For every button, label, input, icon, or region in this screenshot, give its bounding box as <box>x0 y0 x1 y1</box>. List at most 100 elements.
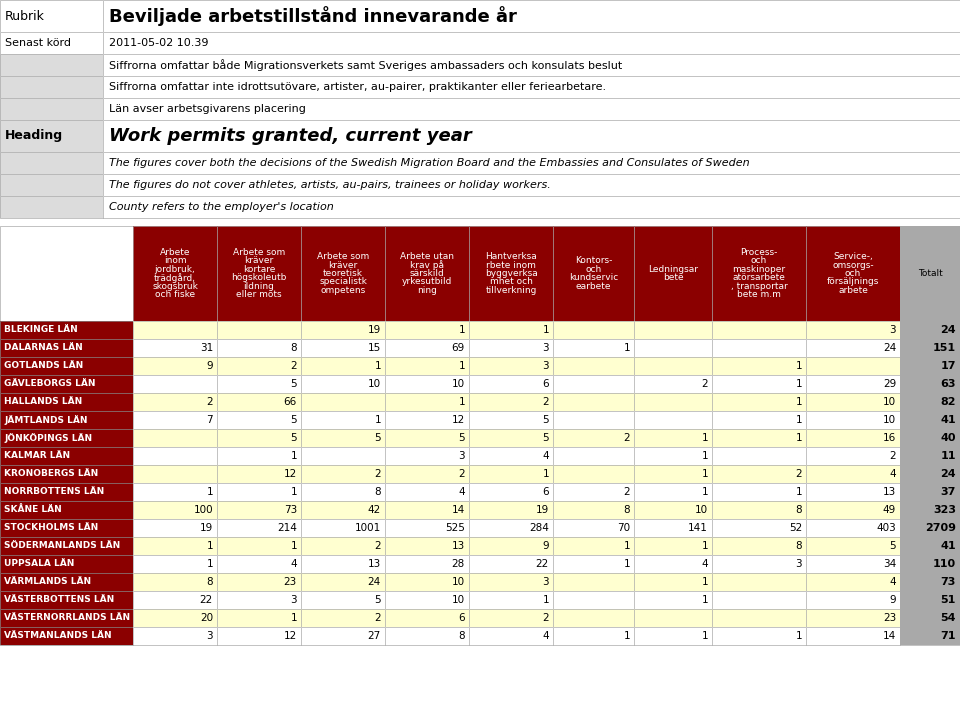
Bar <box>712 393 806 411</box>
Text: 1: 1 <box>290 451 297 461</box>
Bar <box>634 483 712 501</box>
Bar <box>712 501 806 519</box>
Text: 1: 1 <box>702 541 708 551</box>
Bar <box>103 152 960 174</box>
Bar <box>217 483 301 501</box>
Bar <box>553 393 634 411</box>
Bar <box>0 54 103 76</box>
Bar <box>217 537 301 555</box>
Bar <box>103 0 960 32</box>
Bar <box>469 393 553 411</box>
Bar <box>712 501 806 519</box>
Bar <box>712 627 806 645</box>
Bar <box>301 357 385 375</box>
Bar <box>900 537 960 555</box>
Bar <box>385 627 469 645</box>
Text: Arbete som: Arbete som <box>317 252 370 261</box>
Bar <box>469 519 553 537</box>
Bar <box>469 411 553 429</box>
Bar <box>900 519 960 537</box>
Bar <box>0 32 103 54</box>
Bar <box>806 591 900 609</box>
Bar <box>133 627 217 645</box>
Bar <box>103 196 960 218</box>
Bar <box>806 519 900 537</box>
Bar <box>634 375 712 393</box>
Text: 2: 2 <box>623 487 630 497</box>
Text: och: och <box>586 265 602 274</box>
Bar <box>712 357 806 375</box>
Bar <box>385 411 469 429</box>
Bar <box>103 76 960 98</box>
Bar <box>553 339 634 357</box>
Text: 24: 24 <box>368 577 381 587</box>
Bar <box>0 591 133 609</box>
Text: 1: 1 <box>542 325 549 335</box>
Bar <box>133 357 217 375</box>
Bar <box>806 321 900 339</box>
Text: JÖNKÖPINGS LÄN: JÖNKÖPINGS LÄN <box>4 433 92 443</box>
Bar <box>133 393 217 411</box>
Text: 214: 214 <box>277 523 297 533</box>
Bar <box>553 573 634 591</box>
Bar <box>385 357 469 375</box>
Text: 2: 2 <box>889 451 896 461</box>
Text: 3: 3 <box>206 631 213 641</box>
Bar <box>469 357 553 375</box>
Bar <box>469 555 553 573</box>
Bar <box>553 429 634 447</box>
Bar <box>469 321 553 339</box>
Text: GOTLANDS LÄN: GOTLANDS LÄN <box>4 362 84 371</box>
Bar <box>385 519 469 537</box>
Bar <box>634 627 712 645</box>
Bar <box>900 483 960 501</box>
Bar <box>385 591 469 609</box>
Bar <box>385 501 469 519</box>
Bar <box>634 573 712 591</box>
Bar <box>469 627 553 645</box>
Bar <box>217 609 301 627</box>
Bar <box>301 375 385 393</box>
Bar <box>217 519 301 537</box>
Bar <box>712 609 806 627</box>
Text: rbete inom: rbete inom <box>486 261 536 269</box>
Bar <box>634 393 712 411</box>
Bar <box>900 429 960 447</box>
Bar <box>806 627 900 645</box>
Text: 54: 54 <box>941 613 956 623</box>
Text: Service-,: Service-, <box>833 252 873 261</box>
Bar <box>133 501 217 519</box>
Bar <box>0 54 103 76</box>
Bar <box>133 519 217 537</box>
Bar <box>301 226 385 321</box>
Bar <box>553 609 634 627</box>
Bar <box>900 555 960 573</box>
Bar <box>806 501 900 519</box>
Bar <box>217 447 301 465</box>
Bar <box>217 573 301 591</box>
Bar <box>217 555 301 573</box>
Bar <box>133 339 217 357</box>
Bar <box>634 339 712 357</box>
Bar <box>712 537 806 555</box>
Text: och fiske: och fiske <box>155 290 195 299</box>
Bar <box>634 447 712 465</box>
Text: Siffrorna omfattar inte idrottsutövare, artister, au-pairer, praktikanter eller : Siffrorna omfattar inte idrottsutövare, … <box>109 82 606 92</box>
Bar <box>217 627 301 645</box>
Bar <box>900 321 960 339</box>
Text: 1: 1 <box>206 541 213 551</box>
Bar <box>217 483 301 501</box>
Bar <box>133 483 217 501</box>
Bar <box>0 411 133 429</box>
Bar <box>217 393 301 411</box>
Bar <box>469 609 553 627</box>
Text: 4: 4 <box>889 577 896 587</box>
Text: 1: 1 <box>702 469 708 479</box>
Bar <box>0 76 103 98</box>
Text: 12: 12 <box>452 415 465 425</box>
Bar <box>469 339 553 357</box>
Bar <box>900 591 960 609</box>
Text: 1: 1 <box>796 415 802 425</box>
Bar <box>217 501 301 519</box>
Bar <box>806 411 900 429</box>
